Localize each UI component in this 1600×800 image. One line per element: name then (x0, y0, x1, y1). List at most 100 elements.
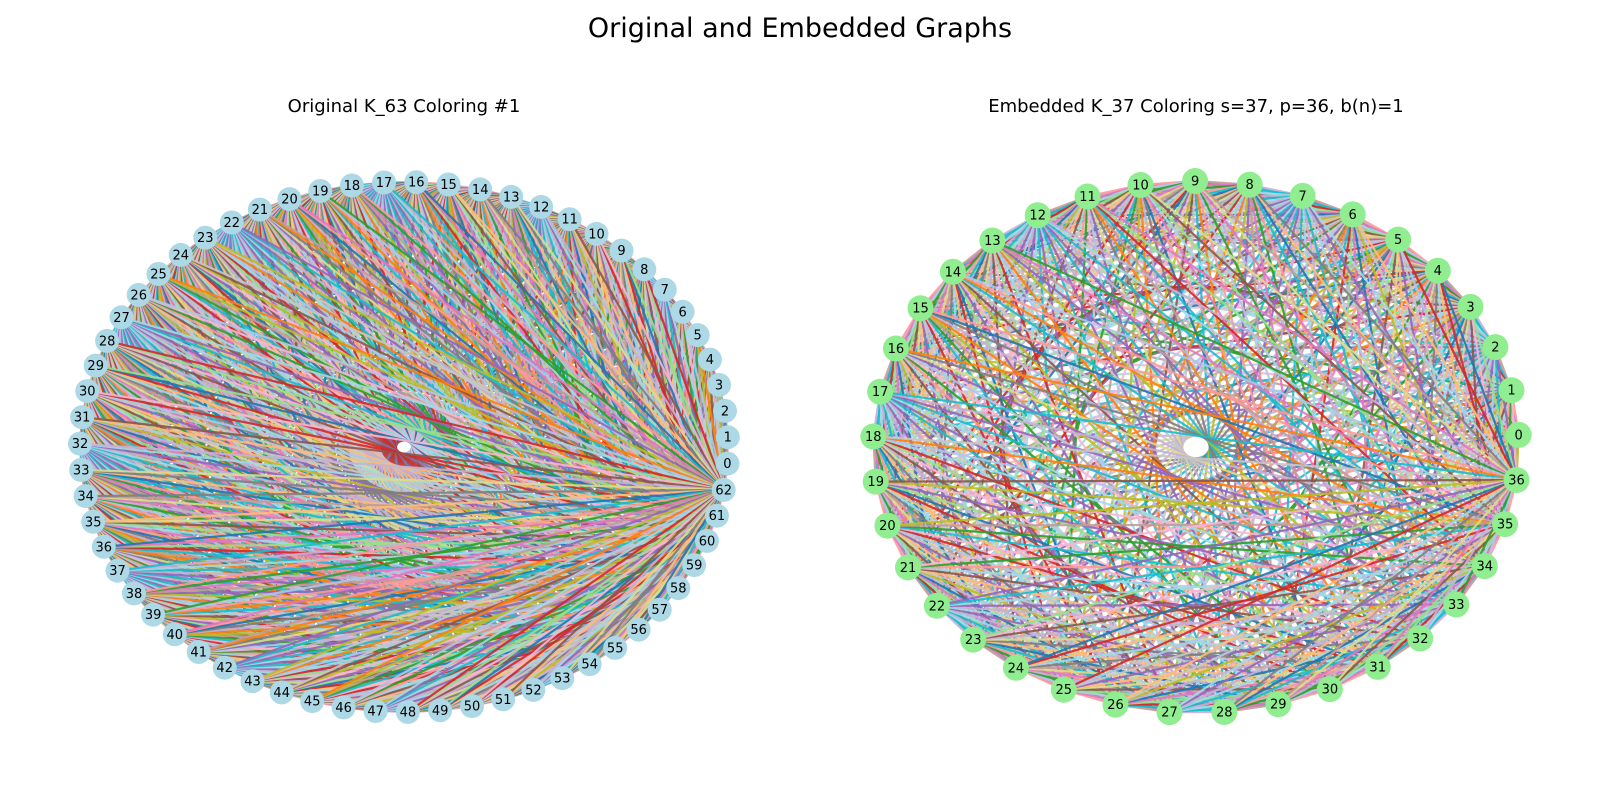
embedded-edge (991, 239, 1517, 482)
embedded-node-label: 7 (1299, 189, 1307, 204)
embedded-edge (1277, 479, 1518, 706)
original-node-label: 40 (167, 628, 184, 643)
original-node-label: 0 (723, 457, 731, 472)
embedded-node-circle (1182, 168, 1209, 194)
original-node: 28 (95, 328, 120, 353)
embedded-node-circle (1074, 183, 1101, 210)
original-node-label: 10 (588, 227, 605, 242)
original-node-label: 55 (607, 641, 624, 656)
embedded-graph-edges (872, 179, 1520, 714)
original-edge (375, 488, 725, 712)
embedded-edge (1086, 195, 1518, 481)
original-node-circle (713, 398, 737, 423)
original-node-circle (632, 257, 657, 282)
original-node-label: 49 (432, 704, 449, 719)
embedded-edge (907, 180, 1196, 569)
original-node-label: 41 (190, 646, 207, 661)
original-edge (121, 316, 725, 491)
embedded-edge (991, 239, 1506, 526)
embedded-node: 13 (979, 227, 1006, 254)
original-node-circle (146, 262, 171, 286)
embedded-node: 7 (1289, 182, 1316, 209)
original-node: 20 (277, 187, 302, 212)
original-node-label: 58 (670, 582, 687, 597)
embedded-node: 10 (1127, 172, 1154, 198)
original-edge (568, 218, 725, 491)
original-edge (204, 236, 725, 491)
original-node-label: 12 (533, 200, 550, 215)
embedded-node-circle (1385, 226, 1412, 253)
original-node-circle (186, 640, 211, 664)
embedded-node: 11 (1074, 183, 1101, 210)
original-edge (81, 468, 724, 491)
embedded-node: 36 (1503, 467, 1530, 493)
embedded-node: 24 (1002, 654, 1029, 681)
original-node-circle (577, 652, 602, 677)
embedded-node-circle (1443, 591, 1470, 618)
original-node-circle (707, 372, 731, 397)
original-node: 49 (428, 698, 453, 723)
embedded-edge (1115, 523, 1506, 706)
embedded-edge (1223, 306, 1472, 713)
embedded-node-label: 27 (1161, 706, 1178, 721)
embedded-node: 30 (1316, 676, 1343, 703)
original-node: 27 (109, 305, 134, 330)
original-node: 17 (372, 170, 396, 195)
original-node-circle (240, 669, 265, 694)
original-node: 32 (68, 431, 92, 456)
original-node-label: 51 (495, 693, 512, 708)
original-edge (138, 293, 725, 491)
embedded-edge (1037, 214, 1518, 481)
embedded-node-circle (1482, 334, 1509, 361)
embedded-edge (1114, 479, 1518, 706)
embedded-edge (920, 305, 1471, 310)
embedded-edge (1277, 523, 1506, 706)
original-node: 8 (632, 257, 657, 282)
embedded-edge (1139, 184, 1506, 525)
original-node-label: 15 (440, 178, 457, 193)
original-node-label: 24 (173, 248, 190, 263)
original-node-circle (704, 503, 729, 528)
embedded-edge (1169, 565, 1486, 714)
embedded-node: 12 (1024, 202, 1051, 229)
original-node-label: 18 (344, 179, 361, 194)
original-node-label: 7 (661, 283, 669, 298)
embedded-node: 23 (960, 626, 987, 653)
embedded-node: 26 (1102, 691, 1129, 718)
embedded-edge (1194, 180, 1486, 567)
original-node: 9 (609, 238, 634, 263)
embedded-node-label: 33 (1448, 598, 1465, 613)
original-node-circle (126, 282, 151, 307)
original-node-circle (404, 170, 429, 195)
embedded-edge (879, 390, 1517, 482)
embedded-node: 22 (923, 592, 950, 619)
original-node: 29 (83, 353, 108, 378)
original-node-circle (219, 210, 244, 235)
original-node-label: 1 (724, 431, 732, 446)
original-node: 33 (69, 458, 94, 482)
original-node-circle (339, 173, 364, 198)
original-node-circle (308, 179, 333, 203)
original-edge (343, 488, 725, 709)
original-node: 41 (186, 640, 211, 664)
embedded-edge (1494, 346, 1518, 481)
original-node-circle (363, 699, 388, 723)
embedded-node: 31 (1364, 653, 1391, 680)
embedded-node: 32 (1407, 625, 1434, 652)
original-node-circle (162, 622, 187, 647)
original-node: 45 (300, 689, 325, 714)
original-node: 18 (339, 173, 364, 198)
embedded-node-circle (1236, 171, 1263, 198)
original-node: 53 (550, 666, 575, 691)
original-edge (152, 488, 724, 616)
embedded-edge (886, 183, 1251, 527)
embedded-edge (1277, 270, 1439, 705)
embedded-edge (1063, 565, 1486, 691)
original-edge (288, 198, 725, 491)
embedded-node: 27 (1156, 699, 1183, 726)
original-edge (106, 339, 724, 491)
original-node-label: 33 (73, 464, 90, 479)
original-node: 4 (697, 347, 722, 372)
original-node-circle (685, 323, 710, 348)
embedded-node-label: 18 (865, 430, 882, 445)
